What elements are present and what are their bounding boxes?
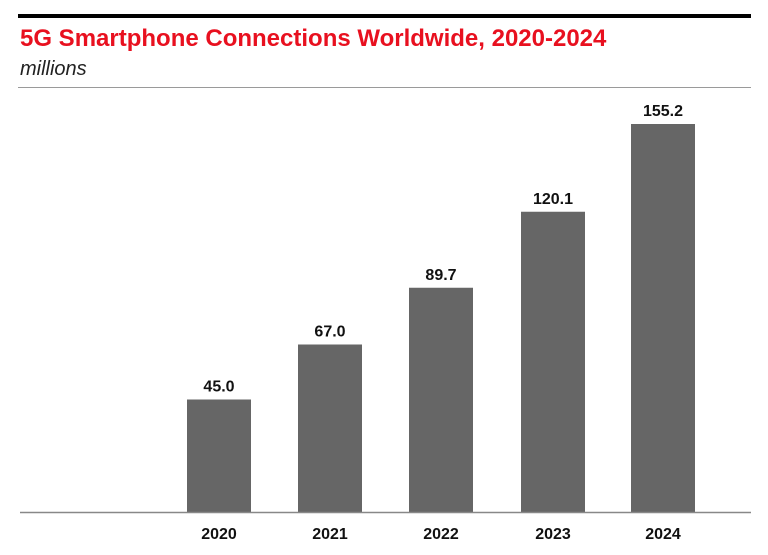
value-label-2022: 89.7 (425, 267, 456, 284)
value-label-2024: 155.2 (643, 103, 683, 120)
x-tick-label-2023: 2023 (535, 526, 571, 543)
bar-2021 (298, 344, 362, 512)
chart-subtitle: millions (20, 58, 87, 80)
bar-2023 (521, 211, 585, 512)
value-label-2021: 67.0 (314, 324, 345, 341)
bar-2022 (409, 287, 473, 512)
bars-group (187, 124, 695, 512)
x-tick-label-2020: 2020 (201, 526, 237, 543)
x-tick-labels-group: 2020 2021 2022 2023 2024 (201, 526, 681, 543)
x-tick-label-2021: 2021 (312, 526, 348, 543)
x-tick-label-2024: 2024 (645, 526, 681, 543)
chart-title: 5G Smartphone Connections Worldwide, 202… (20, 25, 607, 52)
value-label-2023: 120.1 (533, 191, 573, 208)
bar-2020 (187, 399, 251, 512)
value-labels-group: 45.0 67.0 89.7 120.1 155.2 (203, 103, 683, 396)
header-divider (18, 87, 751, 88)
x-tick-label-2022: 2022 (423, 526, 459, 543)
value-label-2020: 45.0 (203, 379, 234, 396)
top-rule (18, 14, 751, 18)
bar-2024 (631, 124, 695, 512)
